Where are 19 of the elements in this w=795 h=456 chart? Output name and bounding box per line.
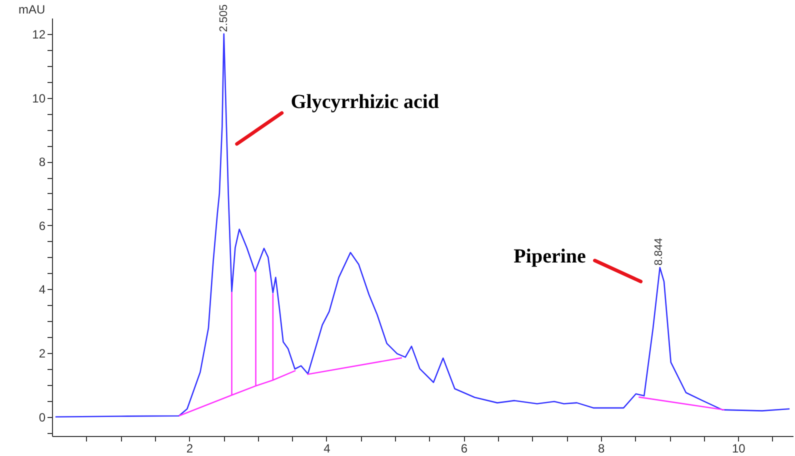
y-tick-label: 6 xyxy=(38,218,46,233)
y-tick-label: 12 xyxy=(32,27,46,42)
y-tick-label: 8 xyxy=(38,155,46,170)
annotation: 2.505 xyxy=(218,4,230,32)
y-tick-label: 0 xyxy=(38,410,46,424)
x-tick-label: 2 xyxy=(186,442,194,456)
x-tick-label: 10 xyxy=(732,442,746,456)
y-tick-label: 10 xyxy=(32,91,46,106)
x-tick-label: 4 xyxy=(324,442,331,456)
annotation: 8.844 xyxy=(652,238,665,266)
y-tick-label: 4 xyxy=(38,282,46,297)
y-tick-label: 2 xyxy=(38,346,46,361)
annotation: Piperine xyxy=(514,246,586,268)
x-tick-label: 6 xyxy=(460,442,468,456)
line-series xyxy=(178,271,296,417)
y-axis-title: mAU xyxy=(18,2,46,16)
x-tick-label: 8 xyxy=(598,442,606,456)
annotation: Glycyrrhizic acid xyxy=(290,90,440,113)
line-series xyxy=(54,33,790,418)
